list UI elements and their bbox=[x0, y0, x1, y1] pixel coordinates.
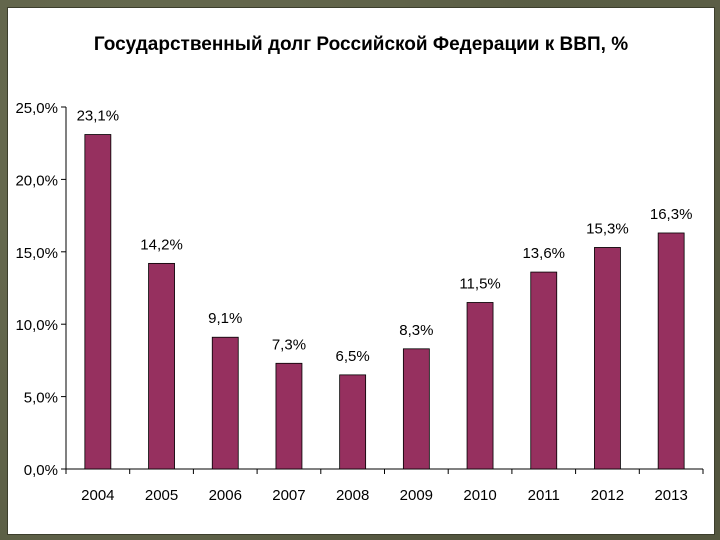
x-tick-label-2006: 2006 bbox=[209, 487, 242, 504]
x-tick-labels-group: 2004 2005 2006 2007 2008 2009 2010 2011 2012 2013 bbox=[81, 487, 688, 504]
y-tick-labels-group: 0,0% 5,0% 10,0% 15,0% 20,0% 25,0% bbox=[15, 100, 58, 479]
x-tick-label-2008: 2008 bbox=[336, 487, 369, 504]
x-tick-label-2009: 2009 bbox=[400, 487, 433, 504]
x-tick-label-2007: 2007 bbox=[272, 487, 305, 504]
y-tick-label: 0,0% bbox=[24, 462, 58, 479]
bars-group bbox=[84, 134, 685, 470]
y-tick-label: 5,0% bbox=[24, 390, 58, 407]
data-label-2009: 8,3% bbox=[399, 322, 433, 339]
y-tick-label: 15,0% bbox=[15, 245, 58, 262]
x-tick-label-2011: 2011 bbox=[528, 487, 560, 504]
x-tick-label-2004: 2004 bbox=[81, 487, 114, 504]
y-tick-label: 25,0% bbox=[15, 100, 58, 117]
bar-2004 bbox=[84, 134, 112, 470]
bar-2012 bbox=[594, 247, 621, 470]
x-tick-label-2005: 2005 bbox=[145, 487, 178, 504]
x-tick-label-2013: 2013 bbox=[654, 487, 687, 504]
bar-2008 bbox=[339, 374, 367, 470]
data-labels-group: 23,1% 14,2% 9,1% 7,3% 6,5% 8,3% 11,5% 13,6% 15,3… bbox=[77, 108, 693, 365]
bar-chart: Государственный долг Российской Федераци… bbox=[15, 34, 704, 504]
bar-2013 bbox=[657, 232, 685, 470]
data-label-2010: 11,5% bbox=[459, 275, 500, 292]
data-label-2006: 9,1% bbox=[208, 310, 242, 327]
bar-2006 bbox=[211, 336, 239, 470]
chart-title: Государственный долг Российской Федераци… bbox=[94, 34, 628, 55]
bar-2007 bbox=[275, 362, 303, 470]
data-label-2012: 15,3% bbox=[586, 220, 629, 237]
bar-2010 bbox=[466, 302, 494, 470]
data-label-2013: 16,3% bbox=[650, 206, 693, 223]
x-tick-label-2010: 2010 bbox=[463, 487, 496, 504]
bar-2011 bbox=[530, 271, 558, 470]
data-label-2011: 13,6% bbox=[522, 245, 565, 262]
data-label-2007: 7,3% bbox=[272, 336, 306, 353]
y-tick-label: 10,0% bbox=[15, 317, 58, 334]
bar-2005 bbox=[148, 262, 175, 470]
data-label-2005: 14,2% bbox=[140, 236, 183, 253]
data-label-2004: 23,1% bbox=[77, 108, 120, 125]
bar-2009 bbox=[402, 348, 430, 470]
chart-panel: Государственный долг Российской Федераци… bbox=[7, 7, 715, 535]
y-tick-label: 20,0% bbox=[15, 172, 58, 189]
x-tick-label-2012: 2012 bbox=[591, 487, 624, 504]
data-label-2008: 6,5% bbox=[336, 348, 370, 365]
